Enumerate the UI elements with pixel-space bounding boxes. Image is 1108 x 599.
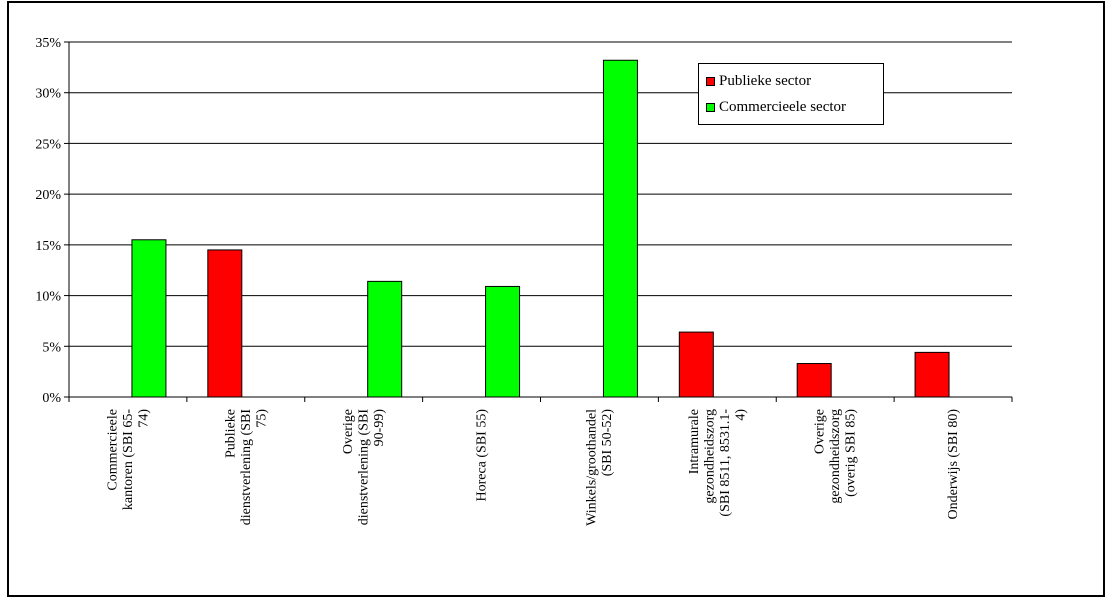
category-label: Intramurale — [687, 409, 702, 474]
category-label: Publieke — [223, 409, 238, 458]
category-label: Winkels/groothandel — [585, 409, 600, 526]
y-tick-label: 5% — [42, 340, 61, 355]
category-label: Horeca (SBI 55) — [475, 409, 490, 502]
bar-commercieele-0 — [131, 239, 167, 398]
bar-publieke-6 — [796, 363, 832, 398]
category-label: gezondheidszorg — [828, 409, 843, 504]
category-label: gezondheidszorg — [703, 409, 718, 504]
y-tick-label: 35% — [35, 36, 61, 51]
legend-label-publieke: Publieke sector — [719, 72, 812, 89]
bar-commercieele-3 — [485, 285, 521, 398]
y-tick-label: 30% — [35, 87, 61, 102]
category-label: (overig SBI 85) — [844, 409, 859, 497]
bar-publieke-5 — [678, 331, 714, 398]
legend-swatch-publieke — [706, 76, 715, 86]
category-label: (SBI 50-52) — [600, 409, 615, 477]
y-tick-label: 10% — [35, 290, 61, 305]
axes — [64, 41, 1013, 402]
legend-swatch-commercieele — [706, 102, 715, 112]
category-label: dienstverlening (SBI — [239, 409, 254, 526]
bar-commercieele-2 — [367, 280, 403, 398]
category-label: (SBI 8511, 8531.1- — [718, 409, 733, 517]
category-label: Overige — [813, 409, 828, 454]
category-label: dienstverlening (SBI — [357, 409, 372, 526]
y-tick-label: 20% — [35, 188, 61, 203]
category-label: Onderwijs (SBI 80) — [946, 409, 961, 520]
category-label: Commercieele — [105, 409, 120, 491]
bar-publieke-1 — [207, 249, 243, 398]
category-label: 4) — [734, 409, 749, 421]
category-label: 75) — [254, 409, 269, 428]
labels: 0% 5% 10% 15% 20% 25% 30% 35% Commercieele kantor… — [35, 36, 961, 526]
legend-item-publieke-sector: Publieke sector — [706, 72, 811, 90]
legend: Publieke sector Commercieele sector — [698, 63, 884, 125]
category-label: 74) — [136, 409, 151, 428]
y-tick-label: 0% — [42, 391, 61, 406]
category-label: 90-99) — [372, 409, 387, 447]
chart-frame — [7, 1, 1105, 597]
legend-item-commercieele-sector: Commercieele sector — [706, 98, 846, 116]
category-label: Overige — [341, 409, 356, 454]
bar-publieke-7 — [914, 351, 950, 398]
y-tick-label: 15% — [35, 239, 61, 254]
category-label: kantoren (SBI 65- — [121, 409, 136, 510]
y-tick-label: 25% — [35, 137, 61, 152]
bars — [131, 59, 950, 398]
legend-label-commercieele: Commercieele sector — [719, 98, 847, 115]
bar-commercieele-4 — [602, 59, 638, 398]
